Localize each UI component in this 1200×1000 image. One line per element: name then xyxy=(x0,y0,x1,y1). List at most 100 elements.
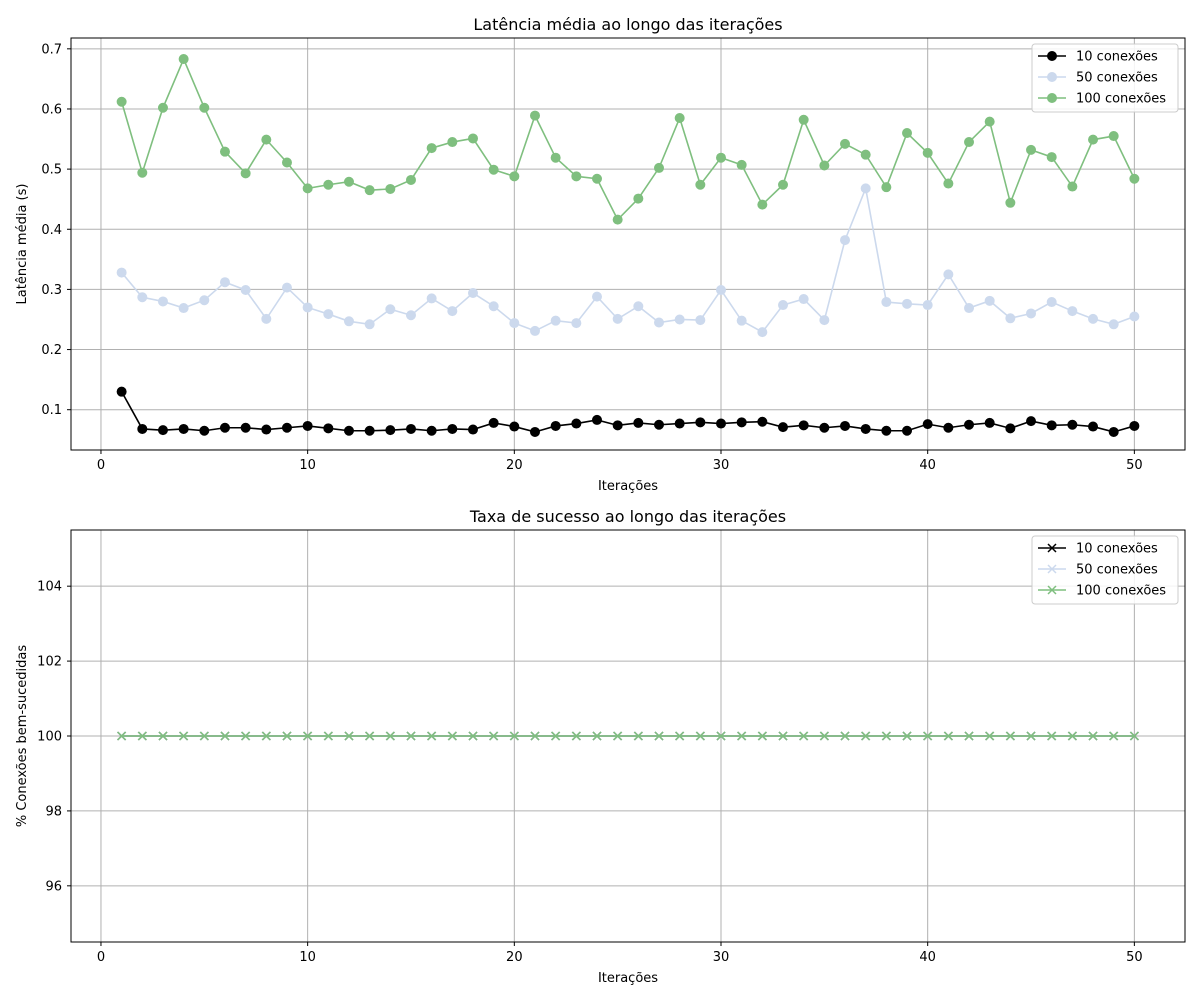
data-point xyxy=(323,309,334,320)
data-point xyxy=(261,313,272,324)
data-point xyxy=(840,731,850,741)
y-tick-label: 102 xyxy=(37,655,62,670)
data-point xyxy=(219,422,230,433)
data-point xyxy=(241,731,251,741)
data-point xyxy=(157,425,168,436)
legend-label: 10 conexões xyxy=(1076,542,1158,557)
data-point xyxy=(1088,313,1099,324)
data-point xyxy=(840,420,851,431)
y-tick-label: 0.3 xyxy=(41,283,62,298)
data-point xyxy=(571,731,581,741)
data-point xyxy=(343,425,354,436)
legend-item: 50 conexões xyxy=(1038,563,1158,578)
data-point xyxy=(612,214,623,225)
data-point xyxy=(116,267,127,278)
data-point xyxy=(364,319,375,330)
data-point xyxy=(220,731,230,741)
y-tick-label: 0.1 xyxy=(41,403,62,418)
data-point xyxy=(199,731,209,741)
legend-marker xyxy=(1047,72,1057,82)
data-point xyxy=(798,114,809,125)
data-point xyxy=(591,173,602,184)
data-point xyxy=(343,316,354,327)
data-point xyxy=(654,317,665,328)
data-point xyxy=(695,315,706,326)
data-point xyxy=(737,731,747,741)
data-point xyxy=(199,295,210,306)
data-point xyxy=(881,731,891,741)
data-point xyxy=(364,425,375,436)
data-point xyxy=(343,176,354,187)
data-point xyxy=(467,424,478,435)
data-point xyxy=(178,54,189,65)
data-point xyxy=(1046,152,1057,163)
success-rate-x-axis-label: Iterações xyxy=(598,971,658,986)
y-tick-label: 0.4 xyxy=(41,223,62,238)
series-1 xyxy=(116,386,1140,437)
data-point xyxy=(281,422,292,433)
x-tick-label: 30 xyxy=(713,950,730,965)
legend-label: 50 conexões xyxy=(1076,71,1158,86)
data-point xyxy=(302,420,313,431)
data-point xyxy=(199,102,210,113)
data-point xyxy=(985,731,995,741)
success-rate-y-axis-label: % Conexões bem-sucedidas xyxy=(15,645,30,828)
data-point xyxy=(385,304,396,315)
data-point xyxy=(778,300,789,311)
data-point xyxy=(1108,426,1119,437)
data-point xyxy=(426,143,437,154)
data-point xyxy=(819,731,829,741)
data-point xyxy=(695,731,705,741)
data-point xyxy=(591,414,602,425)
data-point xyxy=(137,423,148,434)
data-point xyxy=(261,134,272,145)
data-point xyxy=(447,137,458,148)
legend-item: 100 conexões xyxy=(1038,92,1166,107)
data-point xyxy=(406,731,416,741)
data-point xyxy=(778,179,789,190)
data-point xyxy=(1026,308,1037,319)
success-rate-chart-title: Taxa de sucesso ao longo das iterações xyxy=(469,507,786,526)
data-point xyxy=(1026,731,1036,741)
latency-plot-frame xyxy=(70,37,1186,451)
data-point xyxy=(530,731,540,741)
y-tick-label: 0.5 xyxy=(41,163,62,178)
data-point xyxy=(633,301,644,312)
data-point xyxy=(571,318,582,329)
data-point xyxy=(943,269,954,280)
data-point xyxy=(571,418,582,429)
data-point xyxy=(943,731,953,741)
data-point xyxy=(550,152,561,163)
x-tick-label: 10 xyxy=(299,458,316,473)
data-point xyxy=(1067,419,1078,430)
data-point xyxy=(302,302,313,313)
data-point xyxy=(550,420,561,431)
data-point xyxy=(157,102,168,113)
data-point xyxy=(323,179,334,190)
data-point xyxy=(1067,306,1078,317)
legend-item: 50 conexões xyxy=(1038,71,1158,86)
data-point xyxy=(365,731,375,741)
data-point xyxy=(1108,319,1119,330)
data-point xyxy=(612,420,623,431)
data-point xyxy=(840,235,851,246)
data-point xyxy=(302,183,313,194)
legend-marker xyxy=(1047,585,1057,595)
y-tick-label: 98 xyxy=(45,804,62,819)
data-point xyxy=(984,295,995,306)
data-point xyxy=(281,157,292,168)
data-point xyxy=(551,731,561,741)
data-point xyxy=(674,314,685,325)
data-point xyxy=(964,731,974,741)
legend-item: 10 conexões xyxy=(1038,50,1158,65)
data-point xyxy=(778,731,788,741)
data-point xyxy=(757,416,768,427)
data-point xyxy=(757,199,768,210)
data-point xyxy=(1088,134,1099,145)
data-point xyxy=(860,423,871,434)
y-tick-label: 96 xyxy=(45,879,62,894)
data-point xyxy=(488,417,499,428)
series-2 xyxy=(116,183,1140,338)
